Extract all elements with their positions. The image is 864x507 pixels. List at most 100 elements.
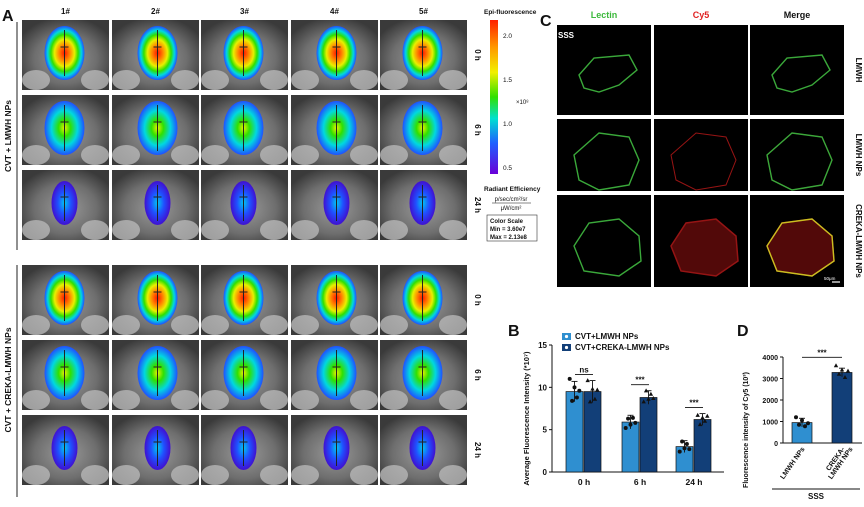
imaging-tile xyxy=(201,20,288,90)
row-label: 6 h xyxy=(473,369,482,381)
confocal-header: Lectin xyxy=(591,10,618,20)
colorbar xyxy=(490,20,498,174)
scale-bar-label: 50μm xyxy=(824,276,836,281)
imaging-tile xyxy=(291,415,378,485)
color-scale-box xyxy=(486,214,538,242)
color-scale-min: Min = 3.60e7 xyxy=(490,227,526,233)
row-label: 0 h xyxy=(473,294,482,306)
data-point xyxy=(836,371,842,376)
column-labels: 1# 2# 3# 4# 5# xyxy=(61,7,428,16)
row-label: 24 h xyxy=(473,197,482,213)
imaging-tile xyxy=(112,170,199,240)
data-point xyxy=(595,387,600,392)
data-point xyxy=(592,396,598,401)
confocal-row-label: CREKA-LMWH NPs xyxy=(854,204,863,278)
column-label: 4# xyxy=(330,7,339,16)
panel-d-chart: D 0 1000 2000 3000 4000 Fluorescence intensit… xyxy=(737,323,862,501)
data-point xyxy=(574,395,579,400)
bar-chart-d: 0 1000 2000 3000 4000 Fluorescence intensity … xyxy=(743,348,862,501)
imaging-tile xyxy=(380,265,467,335)
imaging-tile xyxy=(201,265,288,335)
imaging-tile xyxy=(291,95,378,165)
data-point xyxy=(697,422,703,427)
y-tick-label: 3000 xyxy=(762,377,778,384)
data-point xyxy=(845,368,851,373)
significance-label: *** xyxy=(689,399,699,408)
x-tick-label: LMWH NPs xyxy=(779,446,806,481)
bar xyxy=(565,391,584,473)
data-point xyxy=(800,418,804,423)
panel-c-letter: C xyxy=(540,13,552,30)
radiant-title: Radiant Efficiency xyxy=(484,186,541,193)
imaging-tile xyxy=(201,340,288,410)
panel-a-imaging-grid: A 1# 2# 3# 4# 5# 0 h 6 h 24 h 0 h 6 h 24 h CVT + … xyxy=(2,7,541,497)
data-point xyxy=(687,447,692,452)
panel-c-confocal: C Lectin Cy5 Merge LMWH LMWH NPs CREKA-LMWH … xyxy=(540,10,863,287)
scale-exponent: ×10⁸ xyxy=(516,99,529,106)
imaging-tile xyxy=(380,20,467,90)
confocal-row-label: LMWH xyxy=(854,58,863,83)
data-point xyxy=(797,422,801,427)
data-point xyxy=(577,388,582,393)
confocal-tile xyxy=(654,119,748,191)
data-point xyxy=(633,420,638,425)
data-point xyxy=(680,439,685,444)
imaging-tile xyxy=(22,95,109,165)
significance-label: ns xyxy=(579,366,589,375)
row-labels: 0 h 6 h 24 h 0 h 6 h 24 h xyxy=(473,49,482,458)
data-point xyxy=(803,424,807,429)
significance-label: *** xyxy=(817,348,827,357)
y-axis-label: Average Fluorescence Intensity (*10⁷) xyxy=(522,351,531,486)
panel-a-letter: A xyxy=(2,8,14,25)
imaging-tile xyxy=(380,340,467,410)
bar xyxy=(831,372,853,444)
imaging-tile xyxy=(22,20,109,90)
data-point xyxy=(833,363,839,368)
color-scale-max: Max = 2.13e8 xyxy=(490,235,528,241)
group-label-creka: CVT + CREKA-LMWH NPs xyxy=(3,327,13,432)
data-point xyxy=(646,396,651,401)
group-label-lmwh: CVT + LMWH NPs xyxy=(3,100,13,172)
confocal-tiles xyxy=(557,25,844,287)
panel-b-letter: B xyxy=(508,323,520,340)
data-point xyxy=(842,375,848,380)
data-point xyxy=(677,449,682,454)
imaging-tile xyxy=(201,415,288,485)
data-point xyxy=(587,399,593,404)
data-point xyxy=(628,422,633,427)
imaging-tile xyxy=(291,340,378,410)
scale-tick-2: 2.0 xyxy=(503,33,512,40)
imaging-tile xyxy=(201,170,288,240)
scale-tick-15: 1.5 xyxy=(503,77,512,84)
imaging-tile xyxy=(112,340,199,410)
confocal-tile xyxy=(557,25,651,115)
confocal-tile xyxy=(654,25,748,115)
significance-label: *** xyxy=(635,376,645,385)
legend-label: CVT+LMWH NPs xyxy=(575,332,639,341)
confocal-row-labels: LMWH LMWH NPs CREKA-LMWH NPs xyxy=(854,58,863,279)
confocal-tile xyxy=(750,195,844,287)
x-tick-label: 6 h xyxy=(634,477,646,487)
bar xyxy=(583,391,602,473)
column-label: 5# xyxy=(419,7,428,16)
confocal-tile xyxy=(557,119,651,191)
confocal-tile xyxy=(557,195,651,287)
color-scale-title: Color Scale xyxy=(490,219,524,225)
imaging-tile xyxy=(380,95,467,165)
bar xyxy=(639,397,658,473)
column-label: 3# xyxy=(240,7,249,16)
confocal-tile xyxy=(750,25,844,115)
row-label: 24 h xyxy=(473,442,482,458)
confocal-row-label: LMWH NPs xyxy=(854,134,863,177)
data-point xyxy=(839,367,845,372)
data-point xyxy=(806,421,810,426)
y-tick-label: 0 xyxy=(543,468,548,477)
data-point xyxy=(572,385,577,390)
x-tick-label: 0 h xyxy=(578,477,590,487)
imaging-tile xyxy=(112,20,199,90)
imaging-tile xyxy=(291,170,378,240)
y-tick-label: 2000 xyxy=(762,398,778,405)
data-point xyxy=(567,376,572,381)
confocal-tile xyxy=(654,195,748,287)
